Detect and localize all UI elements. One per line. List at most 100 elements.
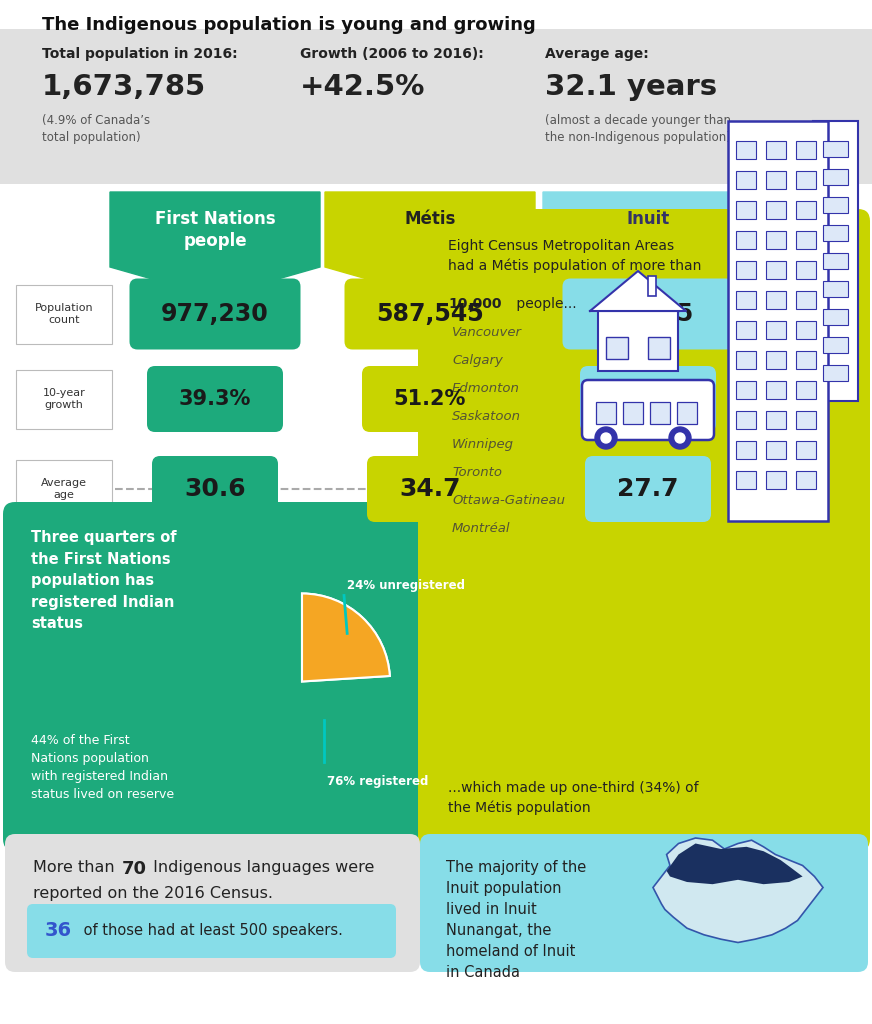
Circle shape (601, 433, 611, 443)
FancyBboxPatch shape (766, 201, 786, 219)
Text: First Nations
people: First Nations people (154, 210, 276, 250)
FancyBboxPatch shape (598, 311, 678, 371)
FancyBboxPatch shape (736, 381, 756, 399)
FancyBboxPatch shape (823, 253, 848, 269)
Text: Edmonton: Edmonton (452, 382, 520, 395)
FancyBboxPatch shape (766, 261, 786, 279)
Text: 29.1%: 29.1% (612, 389, 685, 409)
FancyBboxPatch shape (736, 471, 756, 489)
FancyBboxPatch shape (418, 209, 870, 851)
FancyBboxPatch shape (562, 279, 733, 349)
Text: 587,545: 587,545 (376, 302, 484, 326)
Text: Ottawa-Gatineau: Ottawa-Gatineau (452, 494, 565, 507)
FancyBboxPatch shape (5, 834, 420, 972)
Text: +42.5%: +42.5% (300, 73, 426, 101)
Text: The majority of the
Inuit population
lived in Inuit
Nunangat, the
homeland of In: The majority of the Inuit population liv… (446, 860, 586, 980)
FancyBboxPatch shape (596, 402, 616, 424)
Text: ...which made up one-third (34%) of
the Métis population: ...which made up one-third (34%) of the … (448, 781, 698, 815)
Text: 1,673,785: 1,673,785 (42, 73, 206, 101)
FancyBboxPatch shape (728, 121, 828, 521)
FancyBboxPatch shape (766, 171, 786, 189)
Text: Eight Census Metropolitan Areas
had a Métis population of more than: Eight Census Metropolitan Areas had a Mé… (448, 239, 701, 273)
Text: Indigenous languages were: Indigenous languages were (148, 860, 374, 874)
Text: Calgary: Calgary (452, 354, 503, 367)
FancyBboxPatch shape (736, 411, 756, 429)
FancyBboxPatch shape (796, 351, 816, 369)
Polygon shape (110, 193, 320, 297)
FancyBboxPatch shape (766, 411, 786, 429)
Polygon shape (325, 193, 535, 297)
FancyBboxPatch shape (16, 285, 112, 343)
FancyBboxPatch shape (27, 904, 396, 958)
FancyBboxPatch shape (648, 337, 670, 359)
FancyBboxPatch shape (796, 321, 816, 339)
FancyBboxPatch shape (736, 141, 756, 159)
Text: (4.9% of Canada’s
total population): (4.9% of Canada’s total population) (42, 114, 150, 144)
FancyBboxPatch shape (736, 201, 756, 219)
FancyBboxPatch shape (766, 231, 786, 249)
FancyBboxPatch shape (796, 471, 816, 489)
FancyBboxPatch shape (796, 381, 816, 399)
FancyBboxPatch shape (766, 321, 786, 339)
FancyBboxPatch shape (766, 351, 786, 369)
Text: 34.7: 34.7 (399, 477, 460, 501)
FancyBboxPatch shape (823, 337, 848, 353)
FancyBboxPatch shape (623, 402, 643, 424)
Text: reported on the 2016 Census.: reported on the 2016 Census. (33, 886, 273, 901)
FancyBboxPatch shape (344, 279, 515, 349)
FancyBboxPatch shape (766, 141, 786, 159)
Text: Toronto: Toronto (452, 466, 502, 479)
Text: 24% unregistered: 24% unregistered (347, 579, 465, 592)
Text: Population
count: Population count (35, 303, 93, 325)
Text: Saskatoon: Saskatoon (452, 410, 521, 423)
FancyBboxPatch shape (606, 337, 628, 359)
FancyBboxPatch shape (736, 291, 756, 309)
FancyBboxPatch shape (823, 309, 848, 325)
FancyBboxPatch shape (796, 261, 816, 279)
FancyBboxPatch shape (582, 380, 714, 440)
FancyBboxPatch shape (16, 370, 112, 428)
Text: More than: More than (33, 860, 119, 874)
FancyBboxPatch shape (367, 456, 493, 522)
FancyBboxPatch shape (823, 225, 848, 241)
Polygon shape (666, 844, 802, 884)
Wedge shape (302, 594, 390, 682)
FancyBboxPatch shape (147, 366, 283, 432)
Text: of those had at least 500 speakers.: of those had at least 500 speakers. (79, 924, 343, 939)
FancyBboxPatch shape (3, 502, 422, 851)
FancyBboxPatch shape (677, 402, 697, 424)
Text: Average age:: Average age: (545, 47, 649, 61)
Text: 32.1 years: 32.1 years (545, 73, 717, 101)
Circle shape (595, 427, 617, 449)
FancyBboxPatch shape (766, 471, 786, 489)
FancyBboxPatch shape (130, 279, 301, 349)
FancyBboxPatch shape (736, 321, 756, 339)
Text: Growth (2006 to 2016):: Growth (2006 to 2016): (300, 47, 484, 61)
Circle shape (669, 427, 691, 449)
FancyBboxPatch shape (362, 366, 498, 432)
Text: 65,025: 65,025 (603, 302, 693, 326)
Text: 76% registered: 76% registered (327, 774, 428, 787)
Text: 39.3%: 39.3% (179, 389, 251, 409)
FancyBboxPatch shape (736, 171, 756, 189)
FancyBboxPatch shape (796, 201, 816, 219)
FancyBboxPatch shape (648, 276, 656, 296)
FancyBboxPatch shape (796, 441, 816, 459)
FancyBboxPatch shape (766, 441, 786, 459)
Text: Winnipeg: Winnipeg (452, 438, 514, 451)
Circle shape (675, 433, 685, 443)
FancyBboxPatch shape (152, 456, 278, 522)
FancyBboxPatch shape (796, 291, 816, 309)
FancyBboxPatch shape (796, 411, 816, 429)
Text: 30.6: 30.6 (184, 477, 246, 501)
Text: Inuit: Inuit (626, 210, 670, 228)
Text: 977,230: 977,230 (161, 302, 269, 326)
Text: Total population in 2016:: Total population in 2016: (42, 47, 238, 61)
FancyBboxPatch shape (736, 351, 756, 369)
Text: 51.2%: 51.2% (394, 389, 467, 409)
Text: Métis: Métis (405, 210, 456, 228)
FancyBboxPatch shape (736, 261, 756, 279)
Wedge shape (302, 594, 390, 682)
FancyBboxPatch shape (823, 197, 848, 213)
FancyBboxPatch shape (580, 366, 716, 432)
